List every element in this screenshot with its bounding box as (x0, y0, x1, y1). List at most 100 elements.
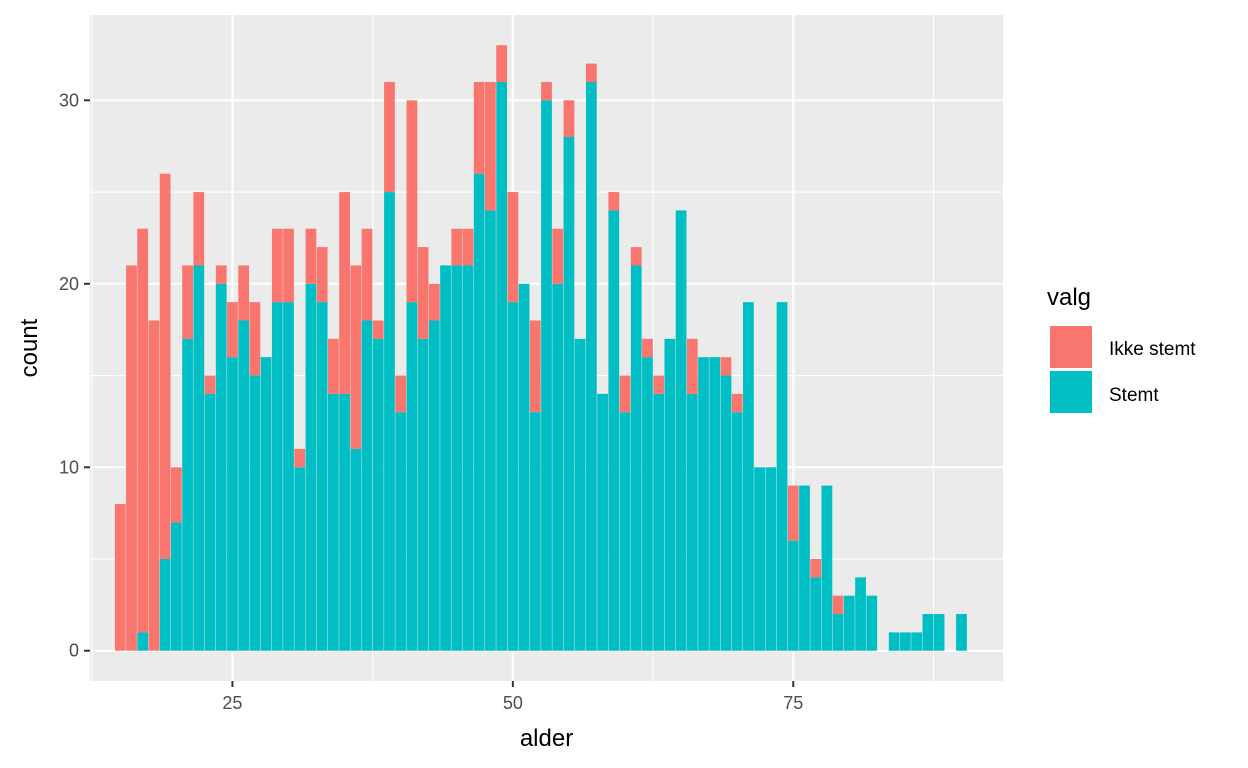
bar-ikke-stemt (507, 192, 519, 303)
x-tick-label: 75 (783, 693, 803, 713)
bar-ikke-stemt (159, 173, 171, 559)
bar-stemt (294, 467, 306, 651)
bar-stemt (866, 595, 878, 651)
bar-stemt (406, 302, 418, 651)
bar-ikke-stemt (114, 503, 126, 651)
bar-ikke-stemt (294, 448, 306, 468)
legend-title: valg (1047, 284, 1091, 311)
bar-ikke-stemt (619, 375, 631, 413)
bar-stemt (855, 577, 866, 651)
legend-key-stemt (1050, 371, 1092, 413)
bar-stemt (585, 81, 597, 651)
bar-stemt (159, 558, 171, 651)
bar-ikke-stemt (361, 228, 373, 321)
bar-stemt (630, 265, 642, 651)
bar-stemt (653, 393, 665, 651)
bar-stemt (810, 577, 822, 651)
bar-stemt (664, 338, 676, 651)
bar-ikke-stemt (238, 265, 250, 321)
bar-ikke-stemt (384, 81, 395, 193)
legend-label-stemt: Stemt (1109, 385, 1159, 406)
bar-stemt (395, 412, 407, 651)
bar-stemt (316, 302, 328, 651)
bar-ikke-stemt (787, 485, 799, 541)
y-tick-label: 10 (59, 457, 79, 477)
bar-ikke-stemt (563, 100, 575, 138)
bar-stemt (305, 283, 317, 651)
bar-ikke-stemt (686, 338, 698, 394)
legend-label-ikke-stemt: Ikke stemt (1109, 339, 1196, 360)
bar-stemt (698, 357, 709, 651)
bar-stemt (361, 320, 373, 651)
bar-stemt (675, 210, 687, 651)
bar-ikke-stemt (810, 558, 822, 578)
bar-stemt (451, 265, 463, 651)
bar-stemt (765, 467, 777, 651)
bar-ikke-stemt (227, 302, 238, 358)
bar-ikke-stemt (148, 320, 160, 651)
bar-stemt (686, 393, 698, 651)
bar-stemt (776, 302, 788, 651)
bar-ikke-stemt (193, 192, 205, 266)
bar-stemt (743, 302, 754, 651)
bar-stemt (249, 375, 261, 651)
bar-stemt (832, 614, 844, 651)
bar-ikke-stemt (451, 228, 463, 266)
bar-ikke-stemt (249, 302, 261, 376)
bar-stemt (271, 302, 283, 651)
bar-ikke-stemt (832, 595, 844, 615)
bar-stemt (260, 357, 272, 651)
legend: valg Ikke stemt Stemt (1047, 284, 1196, 413)
bar-ikke-stemt (485, 81, 496, 211)
bar-stemt (283, 302, 294, 651)
bar-ikke-stemt (406, 100, 418, 303)
bar-stemt (888, 632, 900, 651)
y-tick-label: 20 (59, 274, 79, 294)
bar-ikke-stemt (126, 265, 137, 651)
bar-ikke-stemt (653, 375, 665, 394)
bar-ikke-stemt (137, 228, 149, 633)
bar-ikke-stemt (541, 81, 552, 101)
bar-ikke-stemt (608, 192, 620, 211)
bar-stemt (328, 393, 339, 651)
bar-stemt (642, 357, 653, 651)
bar-ikke-stemt (328, 338, 339, 394)
bar-stemt (238, 320, 250, 651)
bar-stemt (485, 210, 496, 651)
bar-stemt (843, 595, 855, 651)
bar-stemt (372, 338, 384, 651)
bar-stemt (608, 210, 620, 651)
x-tick-label: 25 (222, 693, 242, 713)
bar-ikke-stemt (552, 228, 564, 284)
bar-ikke-stemt (417, 247, 429, 339)
legend-key-ikke-stemt (1050, 326, 1092, 368)
y-tick-label: 0 (69, 641, 79, 661)
bar-ikke-stemt (529, 320, 541, 413)
y-axis: 0 10 20 30 (59, 90, 90, 661)
bar-stemt (574, 338, 586, 651)
bar-stemt (731, 412, 743, 651)
bar-stemt (541, 100, 552, 651)
bar-stemt (911, 632, 923, 651)
bar-stemt (799, 485, 810, 651)
bar-ikke-stemt (170, 467, 182, 523)
bar-ikke-stemt (215, 265, 227, 284)
bar-stemt (507, 302, 519, 651)
bar-stemt (473, 173, 485, 651)
bar-ikke-stemt (372, 320, 384, 339)
bar-ikke-stemt (642, 338, 653, 358)
bar-stemt (821, 485, 833, 651)
bar-ikke-stemt (395, 375, 407, 413)
bar-ikke-stemt (428, 283, 440, 321)
x-tick-label: 50 (503, 693, 523, 713)
bar-ikke-stemt (204, 375, 216, 394)
bar-ikke-stemt (585, 63, 597, 82)
bar-stemt (754, 467, 765, 651)
bar-stemt (417, 338, 429, 651)
bar-ikke-stemt (630, 247, 642, 266)
bar-ikke-stemt (731, 393, 743, 413)
bar-stemt (182, 338, 193, 651)
bar-ikke-stemt (462, 228, 474, 266)
bar-stemt (339, 393, 350, 651)
